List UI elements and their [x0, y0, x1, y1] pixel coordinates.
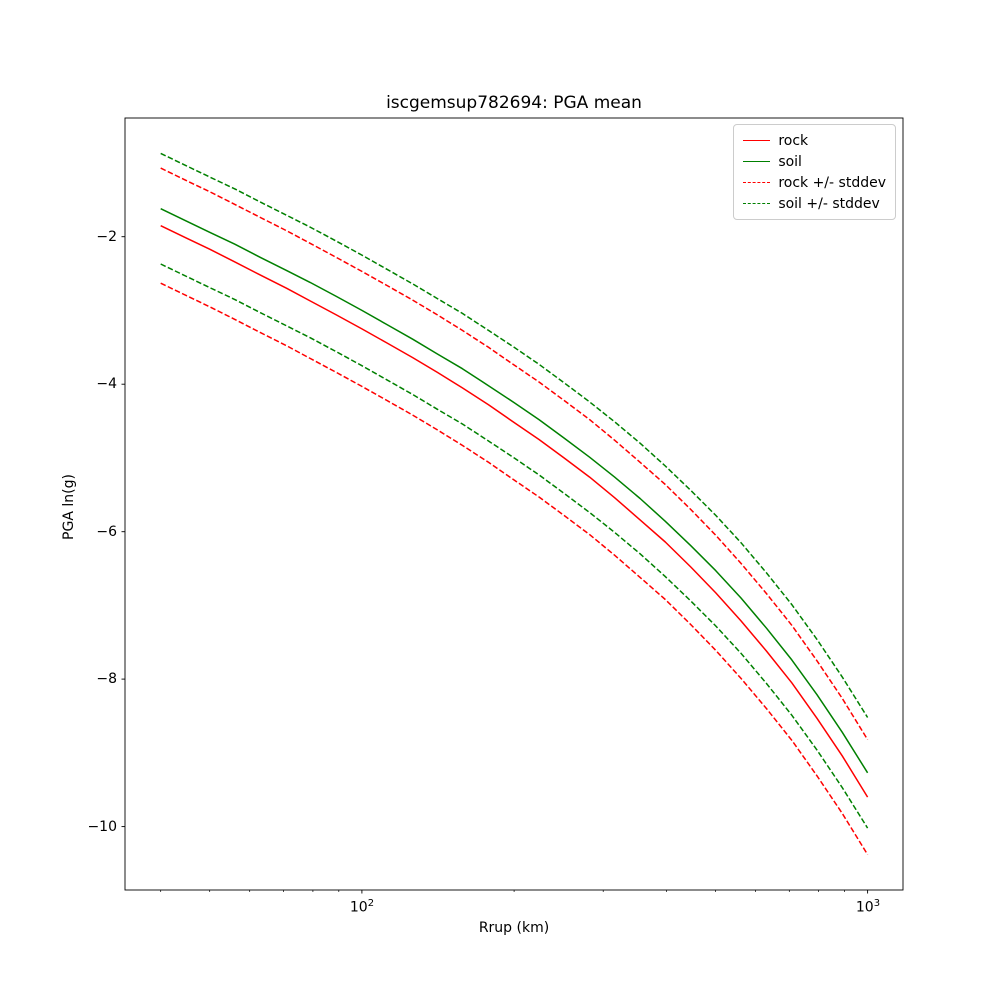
- legend-item-rock-stddev: rock +/- stddev: [743, 172, 886, 193]
- legend-item-soil-stddev: soil +/- stddev: [743, 193, 886, 214]
- legend-label-rock-stddev: rock +/- stddev: [778, 174, 886, 191]
- y-tick-label--10: −10: [87, 819, 117, 835]
- y-tick-label--2: −2: [96, 229, 117, 245]
- y-tick-label--4: −4: [96, 376, 117, 392]
- legend-label-rock: rock: [778, 132, 809, 149]
- legend-label-soil: soil: [778, 153, 802, 170]
- y-tick-label--6: −6: [96, 524, 117, 540]
- y-tick-label--8: −8: [96, 671, 117, 687]
- legend-line-rock-stddev: [743, 182, 771, 183]
- series-soil-minus-stddev: [160, 263, 869, 829]
- series-soil: [160, 208, 869, 774]
- x-tick-label-100: 102: [349, 898, 375, 916]
- legend-label-soil-stddev: soil +/- stddev: [778, 195, 880, 212]
- legend-item-soil: soil: [743, 151, 886, 172]
- legend-item-rock: rock: [743, 130, 886, 151]
- legend-line-rock: [743, 140, 771, 141]
- x-axis-label: Rrup (km): [478, 920, 550, 936]
- axes-frame: [124, 117, 904, 891]
- legend-line-soil: [743, 161, 771, 162]
- series-soil-plus-stddev: [160, 152, 869, 718]
- series-rock: [160, 225, 869, 798]
- legend: rock soil rock +/- stddev soil +/- stdde…: [733, 124, 896, 220]
- series-rock-minus-stddev: [160, 282, 869, 855]
- legend-line-soil-stddev: [743, 203, 771, 204]
- chart-title: iscgemsup782694: PGA mean: [386, 93, 642, 113]
- series-rock-plus-stddev: [160, 167, 869, 740]
- x-tick-label-1000: 103: [855, 898, 881, 916]
